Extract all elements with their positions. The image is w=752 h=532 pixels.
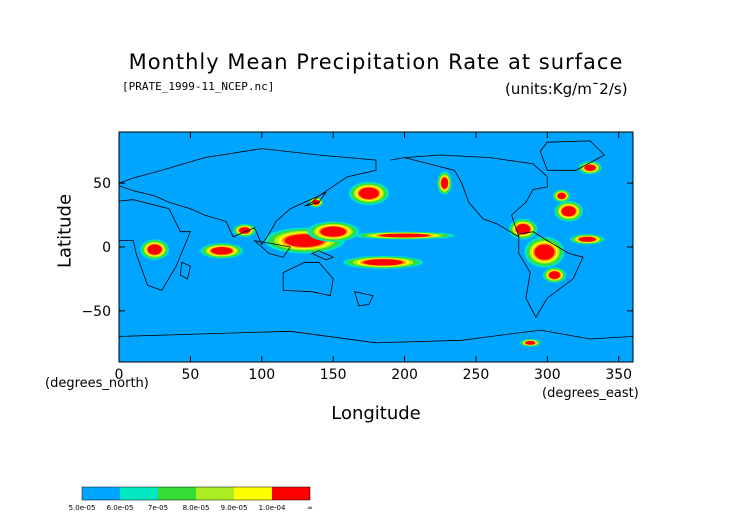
x-tick-label: 100 <box>248 367 275 383</box>
coastline-3 <box>390 154 548 238</box>
legend-label: ∞ <box>307 504 313 512</box>
x-axis-label: Longitude <box>331 403 421 424</box>
legend-swatch <box>196 487 234 500</box>
x-tick-label: 250 <box>463 367 490 383</box>
x-tick-label: 150 <box>320 367 347 383</box>
coastlines <box>119 140 633 362</box>
legend-swatch <box>82 487 120 500</box>
x-tick-label: 200 <box>391 367 418 383</box>
precip-region-itcz-pacific <box>354 231 455 240</box>
precip-region-amazon <box>524 236 565 268</box>
x-tick-label: 50 <box>181 367 199 383</box>
x-tick-label: 0 <box>115 367 124 383</box>
coastline-1 <box>119 148 377 246</box>
y-axis-label: Latitude <box>54 193 76 269</box>
legend-label: 1.0e-04 <box>259 504 286 512</box>
legend-frame <box>81 486 311 501</box>
precip-region-bay-of-bengal <box>233 224 257 237</box>
y-unit-note: (degrees_north) <box>45 376 149 391</box>
coastline-7 <box>304 191 327 207</box>
precip-region-indian-ocean-south <box>200 243 244 259</box>
precip-region-north-pacific-storm <box>348 181 389 205</box>
coastline-4 <box>518 231 584 319</box>
y-tick-label: 50 <box>93 176 111 192</box>
legend-swatch <box>272 487 310 500</box>
coastline-0 <box>119 199 191 291</box>
precip-region-north-atlantic <box>554 201 584 222</box>
x-tick-label: 350 <box>605 367 632 383</box>
coastline-2 <box>282 261 334 297</box>
x-unit-note: (degrees_east) <box>542 386 639 401</box>
coastline-10 <box>179 261 191 280</box>
legend-label: 8.0e-05 <box>183 504 210 512</box>
precip-region-gulf-stream <box>553 189 571 203</box>
coastline-11 <box>354 291 374 307</box>
coastline-8 <box>253 239 291 258</box>
legend-swatch <box>234 487 272 500</box>
coastline-9 <box>310 250 335 261</box>
units-label: (units:Kg/m¯2/s) <box>505 80 628 98</box>
legend-swatch <box>120 487 158 500</box>
color-legend: 5.0e-05 6.0e-05 7e-05 8.0e-05 9.0e-05 1.0e-04… <box>69 486 313 512</box>
y-axis-ticks: 50 0 −50 <box>81 176 633 320</box>
legend-swatch <box>158 487 196 500</box>
y-tick-label: −50 <box>81 304 111 320</box>
precip-region-south-america-sub <box>543 267 566 283</box>
legend-label: 7e-05 <box>148 504 168 512</box>
x-tick-label: 300 <box>534 367 561 383</box>
precip-region-atlantic-itcz <box>570 234 605 245</box>
coastline-5 <box>539 140 606 171</box>
file-label: [PRATE_1999-11_NCEP.nc] <box>122 80 275 93</box>
coastline-6 <box>119 329 633 362</box>
precip-region-central-america <box>508 218 538 240</box>
legend-label: 6.0e-05 <box>107 504 134 512</box>
precip-region-spcz <box>343 255 424 269</box>
y-tick-label: 0 <box>102 240 111 256</box>
precip-region-equatorial-africa <box>140 239 169 260</box>
chart-title: Monthly Mean Precipitation Rate at surfa… <box>128 50 624 74</box>
legend-label: 5.0e-05 <box>69 504 96 512</box>
precip-region-greenland-south <box>578 161 602 175</box>
precip-region-west-pacific <box>307 221 359 242</box>
x-axis-ticks: 0 50 100 150 200 250 300 350 <box>115 132 632 383</box>
precip-region-drake-passage <box>520 339 541 347</box>
precip-region-gulf-of-alaska <box>437 171 452 195</box>
legend-label: 9.0e-05 <box>221 504 248 512</box>
